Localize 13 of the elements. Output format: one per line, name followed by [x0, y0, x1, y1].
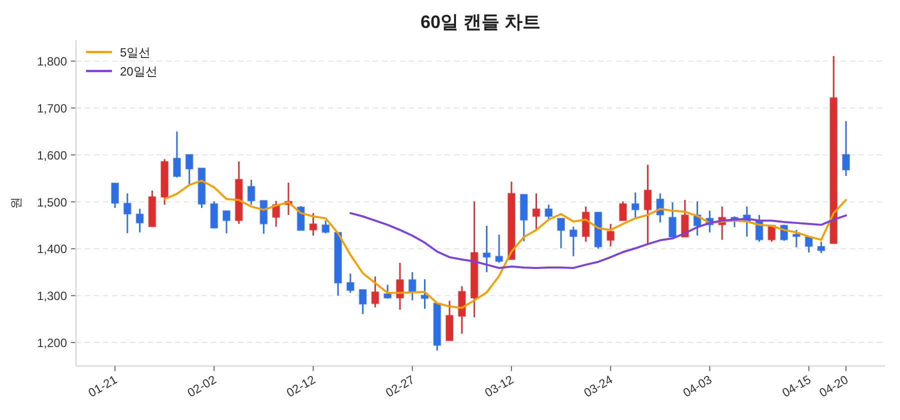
y-tick-label: 1,400 [36, 242, 68, 256]
y-tick-label: 1,600 [36, 148, 68, 162]
y-axis-title: 원 [9, 197, 23, 209]
legend-label: 5일선 [120, 46, 151, 60]
y-tick-label: 1,500 [36, 195, 68, 210]
chart-title: 60일 캔들 차트 [420, 12, 541, 32]
y-tick-label: 1,800 [36, 54, 68, 69]
line-series [349, 212, 847, 269]
y-tick-label: 1,200 [36, 336, 68, 350]
y-tick-label: 1,300 [36, 289, 68, 304]
y-tick-label: 1,700 [36, 102, 68, 116]
legend-label: 20일선 [120, 64, 158, 78]
line-series [164, 180, 847, 309]
